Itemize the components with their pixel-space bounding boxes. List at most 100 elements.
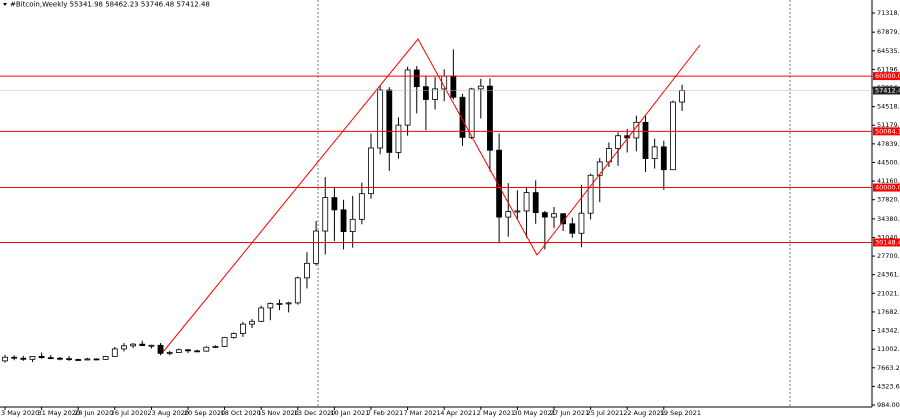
- candle-body: [2, 356, 8, 362]
- candle-body: [514, 210, 521, 213]
- candle-body: [230, 333, 237, 338]
- candle-body: [386, 89, 393, 153]
- y-tick-label: 31040.40: [877, 233, 900, 241]
- chart-title: #Bitcoin,Weekly 55341.98 58462.23 53746.…: [10, 1, 210, 9]
- candle-body: [276, 303, 283, 305]
- candle-body: [157, 344, 164, 354]
- x-tick-label: 31 May 2020: [38, 409, 80, 417]
- candle-body: [75, 359, 82, 361]
- candle-body: [66, 358, 72, 361]
- candle-body: [587, 174, 594, 214]
- x-tick-label: 18 Oct 2020: [221, 409, 261, 417]
- candle-body: [496, 149, 503, 218]
- candle-body: [523, 192, 530, 212]
- candle-body: [249, 320, 255, 325]
- candle-body: [679, 90, 685, 103]
- candle-body: [505, 211, 512, 218]
- candle-body: [468, 88, 475, 138]
- x-tick-label: 27 Jun 2021: [550, 409, 589, 417]
- candle-body: [121, 345, 127, 350]
- x-tick-label: 3 May 2020: [1, 409, 39, 417]
- level-label: 50084.17: [875, 127, 900, 135]
- candle-body: [450, 75, 457, 98]
- candle-body: [294, 277, 301, 304]
- candle-body: [615, 135, 621, 149]
- x-tick-label: 2 May 2021: [477, 409, 515, 417]
- candle-body: [304, 262, 310, 279]
- candle-body: [130, 343, 137, 347]
- candle-body: [596, 161, 603, 176]
- last-price-box: [873, 86, 900, 95]
- candle-body: [29, 356, 36, 360]
- y-tick-label: 54518.80: [877, 103, 900, 111]
- x-tick-label: 15 Nov 2020: [257, 409, 299, 417]
- level-label-box: [873, 127, 900, 136]
- candle-body: [221, 337, 228, 347]
- candle-body: [377, 89, 384, 149]
- y-tick-label: 4323.60: [877, 382, 900, 390]
- candle-body: [358, 193, 365, 220]
- y-tick-label: 7663.20: [877, 364, 900, 372]
- candle-body: [477, 85, 484, 90]
- candle-body: [670, 101, 676, 171]
- x-tick-label: 23 Aug 2020: [147, 409, 189, 417]
- candle-body: [541, 212, 548, 218]
- candle-body: [642, 121, 649, 159]
- candle-body: [432, 88, 438, 100]
- plot: [2, 49, 685, 363]
- x-tick-label: 19 Sep 2021: [660, 409, 701, 417]
- candle-body: [487, 85, 493, 151]
- candle-body: [322, 197, 329, 232]
- candle-body: [47, 357, 54, 360]
- y-tick-label: 37820.80: [877, 196, 900, 204]
- candle-body: [368, 147, 374, 195]
- candle-body: [578, 212, 585, 234]
- candle-body: [57, 357, 63, 360]
- candle-body: [413, 69, 420, 88]
- x-tick-label: 7 Feb 2021: [367, 409, 403, 417]
- candle-body: [139, 343, 146, 346]
- y-tick-label: 67879.20: [877, 28, 900, 36]
- candle-body: [422, 86, 429, 100]
- y-tick-label: 41160.40: [877, 177, 900, 185]
- x-tick-label: 4 Apr 2021: [440, 409, 476, 417]
- x-tick-label: 28 Jun 2020: [74, 409, 113, 417]
- candle-body: [166, 352, 173, 354]
- candle-body: [285, 302, 292, 305]
- candle-body: [185, 349, 191, 352]
- candle-body: [349, 218, 356, 232]
- candle-body: [102, 356, 109, 360]
- x-tick-label: 25 Jul 2021: [587, 409, 624, 417]
- level-label-box: [873, 183, 900, 192]
- level-label: 60000.00: [875, 72, 900, 80]
- y-tick-label: 34380.80: [877, 215, 900, 223]
- menu-arrow: [3, 3, 7, 6]
- candle-body: [194, 350, 201, 353]
- candle-body: [551, 213, 557, 218]
- candle-body: [651, 146, 658, 159]
- y-tick-label: 61196.00: [877, 65, 900, 73]
- candle-body: [267, 303, 274, 309]
- candle-body: [258, 307, 265, 322]
- level-label-box: [873, 72, 900, 81]
- candle-body: [660, 146, 667, 171]
- last-price-label: 57412.48: [875, 87, 900, 95]
- candle-body: [340, 209, 347, 232]
- level-label: 40000.00: [875, 184, 900, 192]
- candle-body: [313, 230, 320, 264]
- y-tick-label: 984.00: [877, 401, 900, 409]
- y-tick-label: 44500.00: [877, 158, 900, 166]
- y-tick-label: 47839.60: [877, 140, 900, 148]
- candle-body: [569, 223, 576, 234]
- x-tick-label: 13 Dec 2020: [294, 409, 336, 417]
- x-tick-label: 20 Sep 2020: [184, 409, 225, 417]
- candle-body: [395, 124, 402, 153]
- y-tick-label: 71318.60: [877, 9, 900, 17]
- trend-line: [162, 38, 701, 353]
- x-tick-label: 26 Jul 2020: [111, 409, 148, 417]
- y-tick-label: 17682.00: [877, 308, 900, 316]
- candle-body: [203, 346, 210, 352]
- y-tick-label: 21021.60: [877, 289, 900, 297]
- candle-body: [532, 192, 539, 214]
